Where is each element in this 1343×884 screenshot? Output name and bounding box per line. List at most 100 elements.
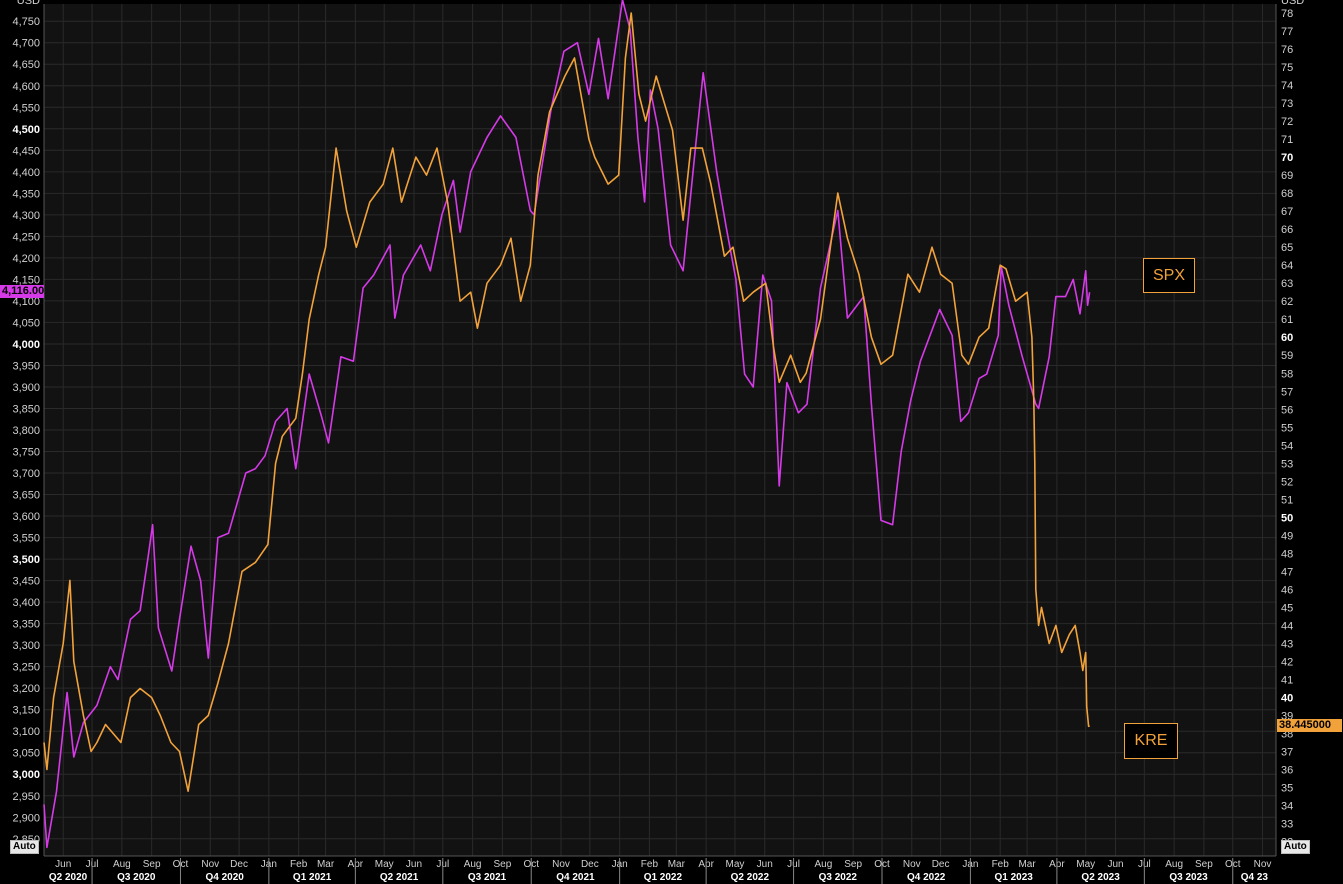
- left-tick-label: 3,100: [12, 726, 40, 738]
- left-tick-label: 4,600: [12, 81, 40, 93]
- left-tick-label: 3,000: [12, 769, 40, 781]
- right-tick-label: 53: [1281, 458, 1293, 470]
- left-tick-label: 3,400: [12, 597, 40, 609]
- month-label: Feb: [992, 859, 1010, 870]
- right-tick-label: 77: [1281, 26, 1293, 38]
- left-tick-label: 4,300: [12, 210, 40, 222]
- right-tick-label: 54: [1281, 440, 1293, 452]
- right-tick-label: 44: [1281, 620, 1293, 632]
- quarter-label: Q4 2022: [907, 872, 946, 883]
- left-tick-label: 3,050: [12, 748, 40, 760]
- left-tick-label: 3,600: [12, 511, 40, 523]
- series-lines: [43, 0, 1091, 849]
- quarter-label: Q4 2020: [205, 872, 244, 883]
- left-tick-label: 3,350: [12, 619, 40, 631]
- right-tick-label: 72: [1281, 116, 1293, 128]
- quarter-label: Q2 2023: [1081, 872, 1120, 883]
- left-tick-label: 3,750: [12, 447, 40, 459]
- right-tick-label: 58: [1281, 368, 1293, 380]
- left-tick-label: 3,800: [12, 425, 40, 437]
- left-tick-label: 3,850: [12, 403, 40, 415]
- right-tick-label: 34: [1281, 801, 1293, 813]
- left-axis-auto-button[interactable]: Auto: [10, 840, 39, 854]
- left-tick-label: 3,150: [12, 705, 40, 717]
- month-label: Aug: [464, 859, 482, 870]
- left-tick-label: 3,250: [12, 662, 40, 674]
- left-tick-label: 4,000: [12, 339, 40, 351]
- right-tick-label: 42: [1281, 656, 1293, 668]
- right-tick-label: 60: [1281, 332, 1293, 344]
- right-tick-label: 47: [1281, 566, 1293, 578]
- month-label: Sep: [844, 859, 862, 870]
- right-tick-label: 51: [1281, 494, 1293, 506]
- right-axis-unit: USD: [1281, 0, 1304, 7]
- right-tick-label: 33: [1281, 819, 1293, 831]
- right-axis-auto-button[interactable]: Auto: [1281, 840, 1310, 854]
- left-tick-label: 3,700: [12, 468, 40, 480]
- month-label: Sep: [493, 859, 511, 870]
- left-tick-label: 4,500: [12, 124, 40, 136]
- right-tick-label: 61: [1281, 314, 1293, 326]
- right-tick-label: 55: [1281, 422, 1293, 434]
- quarter-label: Q2 2020: [49, 872, 88, 883]
- right-tick-label: 45: [1281, 602, 1293, 614]
- right-tick-label: 35: [1281, 783, 1293, 795]
- right-tick-label: 36: [1281, 765, 1293, 777]
- left-tick-label: 3,950: [12, 360, 40, 372]
- right-tick-label: 75: [1281, 62, 1293, 74]
- legend-kre[interactable]: KRE: [1124, 723, 1178, 759]
- right-tick-label: 76: [1281, 44, 1293, 56]
- month-label: Sep: [1195, 859, 1213, 870]
- month-label: Feb: [290, 859, 308, 870]
- quarter-label: Q1 2021: [293, 872, 332, 883]
- right-tick-label: 78: [1281, 8, 1293, 20]
- right-tick-label: 57: [1281, 386, 1293, 398]
- right-tick-label: 73: [1281, 98, 1293, 110]
- right-tick-label: 43: [1281, 638, 1293, 650]
- month-label: Jun: [55, 859, 71, 870]
- month-label: Nov: [903, 859, 921, 870]
- left-y-axis: 2,8502,9002,9503,0003,0503,1003,1503,200…: [12, 0, 40, 846]
- quarter-label: Q3 2021: [468, 872, 507, 883]
- series-line-spx: [43, 0, 1091, 849]
- right-y-axis: 3233343536373839404142434445464748495051…: [1281, 0, 1304, 849]
- left-axis-unit: USD: [17, 0, 40, 7]
- right-tick-label: 63: [1281, 278, 1293, 290]
- month-label: May: [726, 859, 745, 870]
- month-label: Dec: [932, 859, 950, 870]
- left-tick-label: 4,450: [12, 145, 40, 157]
- right-tick-label: 40: [1281, 692, 1293, 704]
- legend-spx[interactable]: SPX: [1143, 258, 1195, 293]
- right-tick-label: 69: [1281, 170, 1293, 182]
- quarter-label: Q1 2022: [644, 872, 683, 883]
- quarter-label: Q1 2023: [994, 872, 1033, 883]
- left-tick-label: 4,050: [12, 317, 40, 329]
- month-label: Nov: [552, 859, 570, 870]
- right-tick-label: 59: [1281, 350, 1293, 362]
- right-tick-label: 71: [1281, 134, 1293, 146]
- month-label: Jun: [1107, 859, 1123, 870]
- left-tick-label: 2,950: [12, 791, 40, 803]
- series-line-kre: [43, 12, 1091, 793]
- quarter-label: Q3 2023: [1169, 872, 1208, 883]
- right-tick-label: 50: [1281, 512, 1293, 524]
- left-tick-label: 2,900: [12, 812, 40, 824]
- right-tick-label: 68: [1281, 188, 1293, 200]
- left-tick-label: 4,350: [12, 188, 40, 200]
- left-tick-label: 3,450: [12, 576, 40, 588]
- right-tick-label: 56: [1281, 404, 1293, 416]
- left-tick-label: 3,200: [12, 683, 40, 695]
- x-axis: Jun Jul Aug Sep Oct Nov Dec Jan Feb Mar Apr May Jun J…: [49, 858, 1271, 884]
- grid-lines: [43, 4, 1277, 857]
- month-label: Mar: [668, 859, 686, 870]
- right-tick-label: 74: [1281, 80, 1293, 92]
- right-tick-label: 64: [1281, 260, 1293, 272]
- quarter-label: Q2 2022: [731, 872, 770, 883]
- quarter-label: Q3 2022: [819, 872, 858, 883]
- right-tick-label: 41: [1281, 674, 1293, 686]
- quarter-label: Q4 23: [1241, 872, 1269, 883]
- month-label: Feb: [641, 859, 659, 870]
- left-tick-label: 4,650: [12, 59, 40, 71]
- left-tick-label: 3,900: [12, 382, 40, 394]
- left-tick-label: 4,100: [12, 296, 40, 308]
